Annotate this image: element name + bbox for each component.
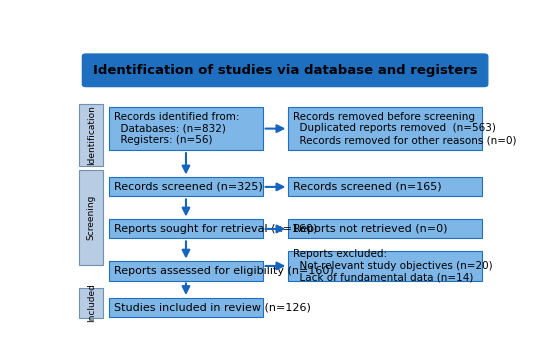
FancyBboxPatch shape <box>288 251 482 281</box>
Text: Reports not retrieved (n=0): Reports not retrieved (n=0) <box>293 224 448 234</box>
FancyBboxPatch shape <box>109 298 263 317</box>
Text: Identification: Identification <box>87 105 96 165</box>
FancyBboxPatch shape <box>109 177 263 197</box>
FancyBboxPatch shape <box>82 54 488 87</box>
Text: Records screened (n=325): Records screened (n=325) <box>114 182 263 192</box>
Text: Records identified from:
  Databases: (n=832)
  Registers: (n=56): Records identified from: Databases: (n=8… <box>114 112 240 145</box>
FancyBboxPatch shape <box>109 261 263 281</box>
Text: Reports sought for retrieval (n=160): Reports sought for retrieval (n=160) <box>114 224 318 234</box>
Text: Screening: Screening <box>87 195 96 240</box>
Text: Included: Included <box>87 284 96 323</box>
FancyBboxPatch shape <box>109 107 263 150</box>
Text: Records removed before screening
  Duplicated reports removed  (n=563)
  Records: Records removed before screening Duplica… <box>293 112 517 145</box>
Text: Records screened (n=165): Records screened (n=165) <box>293 182 442 192</box>
FancyBboxPatch shape <box>79 288 103 318</box>
Text: Identification of studies via database and registers: Identification of studies via database a… <box>93 64 477 77</box>
Text: Reports excluded:
  Not relevant study objectives (n=20)
  Lack of fundamental d: Reports excluded: Not relevant study obj… <box>293 249 493 282</box>
FancyBboxPatch shape <box>79 170 103 265</box>
FancyBboxPatch shape <box>79 104 103 166</box>
Text: Studies included in review (n=126): Studies included in review (n=126) <box>114 302 311 312</box>
Text: Reports assessed for eligibility (n=160): Reports assessed for eligibility (n=160) <box>114 266 334 276</box>
FancyBboxPatch shape <box>288 107 482 150</box>
FancyBboxPatch shape <box>109 219 263 238</box>
FancyBboxPatch shape <box>288 219 482 238</box>
FancyBboxPatch shape <box>288 177 482 197</box>
